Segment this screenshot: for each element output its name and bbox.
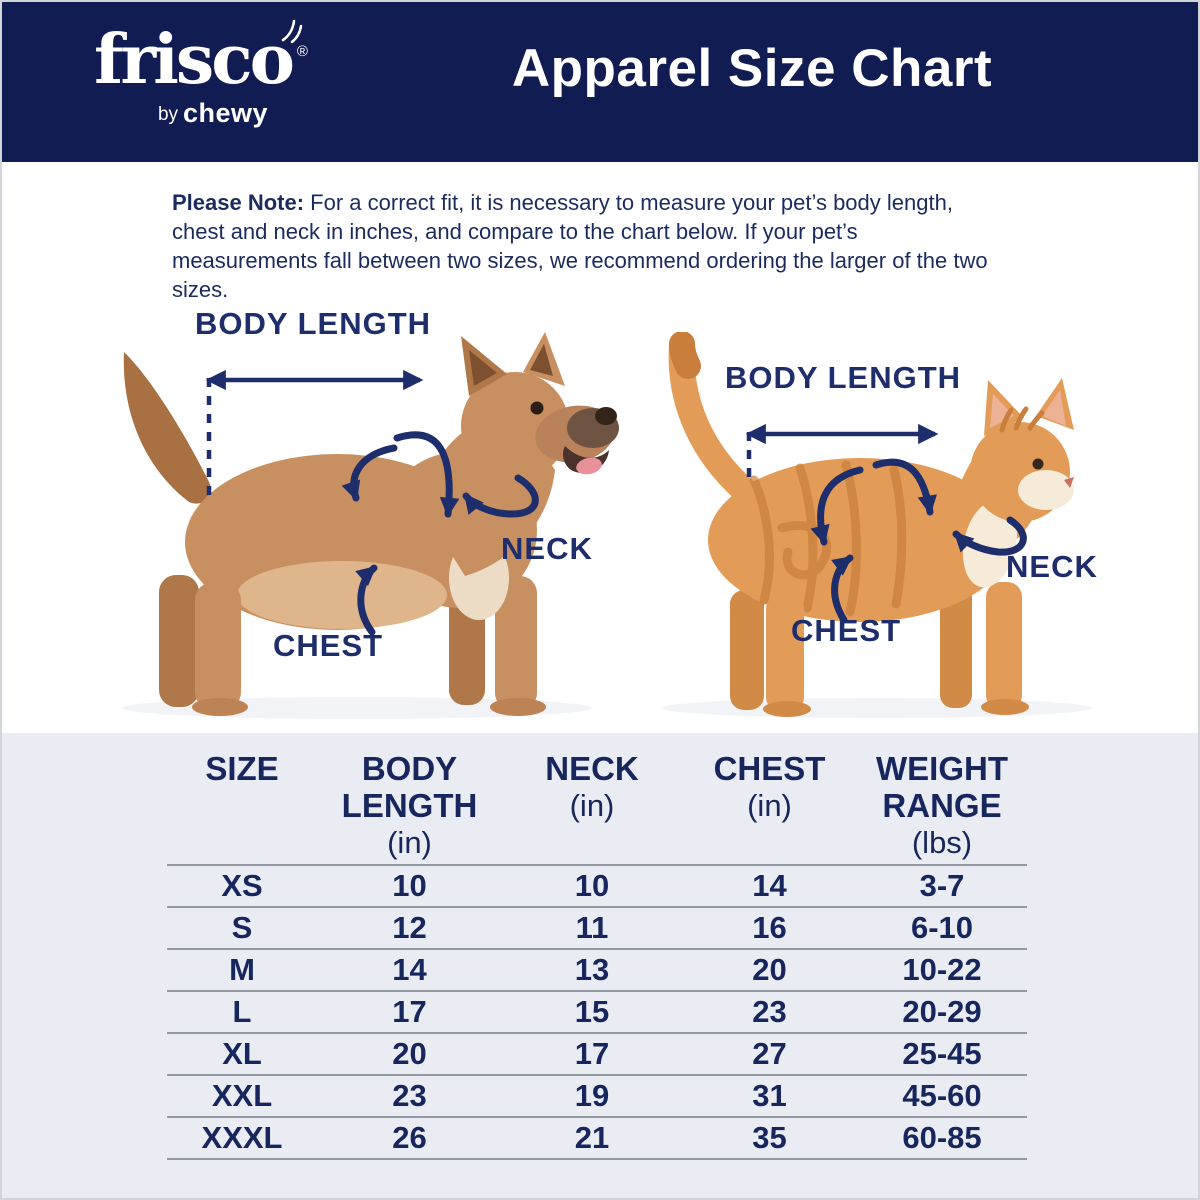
cell-body-length: 14: [392, 952, 427, 987]
frisco-wordmark: frisco ®: [94, 19, 308, 96]
chewy-wordmark: chewy: [183, 98, 269, 128]
cell-size: XXL: [211, 1078, 273, 1113]
cat-neck-loop-arrow: [952, 516, 1027, 556]
dog-neck-label: NECK: [501, 531, 593, 566]
note-paragraph: Please Note: For a correct fit, it is ne…: [172, 188, 1004, 304]
cell-weight: 3-7: [919, 868, 965, 903]
cell-chest: 23: [752, 994, 787, 1029]
frisco-brand-text: frisco: [94, 20, 295, 100]
column-header-size: SIZE: [205, 750, 279, 787]
cat-neck-curve-arrow: [872, 458, 937, 516]
page-title: Apparel Size Chart: [511, 39, 993, 98]
column-header-chest: CHEST (in): [713, 750, 826, 823]
cell-weight: 6-10: [910, 910, 974, 945]
note-label: Please Note:: [172, 190, 305, 215]
dog-eye: [530, 401, 544, 415]
cell-body-length: 23: [392, 1078, 427, 1113]
column-header-body-length: BODY LENGTH (in): [341, 750, 478, 860]
cell-chest: 16: [752, 910, 787, 945]
cell-body-length: 10: [392, 868, 427, 903]
dog-chest-curve-arrow: [355, 564, 378, 636]
cell-weight: 60-85: [902, 1120, 982, 1155]
cell-chest: 27: [752, 1036, 787, 1071]
table-row-xxl: XXL 23 19 31 45-60: [167, 1076, 1027, 1118]
cell-weight: 20-29: [902, 994, 982, 1029]
byline-by-text: by: [157, 104, 179, 125]
cell-neck: 21: [574, 1120, 610, 1155]
cell-size: XS: [221, 868, 263, 903]
cell-neck: 10: [574, 868, 610, 903]
frisco-logo: frisco ® by chewy: [68, 19, 318, 129]
chewy-byline: by chewy: [108, 98, 318, 129]
cell-neck: 19: [574, 1078, 610, 1113]
table-row-xxxl: XXXL 26 21 35 60-85: [167, 1118, 1027, 1160]
cell-body-length: 17: [392, 994, 427, 1029]
dog-nose: [595, 407, 617, 425]
dog-neck-loop-arrow: [462, 474, 539, 518]
dog-neck-curve-arrow: [393, 431, 460, 518]
cell-chest: 31: [752, 1078, 787, 1113]
cat-chest-curve-arrow: [831, 554, 854, 624]
dog-body-length-label: BODY LENGTH: [195, 306, 432, 341]
header-banner: frisco ® by chewy Apparel Size Chart: [2, 2, 1198, 162]
cell-size: M: [229, 952, 255, 987]
cat-nose: [1064, 477, 1074, 488]
cat-eye: [1032, 458, 1044, 470]
table-row-m: M 14 13 20 10-22: [167, 950, 1027, 992]
column-header-neck: NECK (in): [545, 750, 639, 823]
table-header-row: SIZE BODY LENGTH (in) NECK (in) CHEST: [167, 733, 1027, 866]
cell-weight: 10-22: [902, 952, 982, 987]
dog-illustration: [122, 332, 619, 719]
dog-chest-label: CHEST: [273, 628, 384, 663]
size-table-section: SIZE BODY LENGTH (in) NECK (in) CHEST: [2, 733, 1198, 1198]
column-header-weight-range: WEIGHT RANGE (lbs): [876, 750, 1008, 860]
cat-neck-label: NECK: [1006, 549, 1098, 584]
cat-chest-label: CHEST: [791, 613, 902, 648]
cell-body-length: 26: [392, 1120, 427, 1155]
table-row-s: S 12 11 16 6-10: [167, 908, 1027, 950]
cell-body-length: 20: [392, 1036, 427, 1071]
dog-head: [461, 372, 569, 480]
cell-size: XXXL: [201, 1120, 283, 1155]
cell-weight: 45-60: [902, 1078, 982, 1113]
cell-size: S: [231, 910, 253, 945]
cell-chest: 20: [752, 952, 787, 987]
cell-size: L: [232, 994, 252, 1029]
note-text: For a correct fit, it is necessary to me…: [172, 190, 988, 302]
cell-body-length: 12: [392, 910, 427, 945]
dog-tail: [123, 352, 211, 504]
cell-chest: 35: [752, 1120, 787, 1155]
measurement-annotations: [205, 369, 1027, 636]
cell-neck: 11: [575, 910, 609, 945]
table-row-xl: XL 20 17 27 25-45: [167, 1034, 1027, 1076]
table-row-l: L 17 15 23 20-29: [167, 992, 1027, 1034]
dog-neck-curve-arrow: [341, 444, 398, 502]
cell-neck: 17: [574, 1036, 610, 1071]
registered-mark: ®: [296, 43, 308, 60]
logo-tail-flick-icon: [281, 19, 303, 44]
table-row-xs: XS 10 10 14 3-7: [167, 866, 1027, 908]
cell-weight: 25-45: [902, 1036, 982, 1071]
cat-neck-curve-arrow: [810, 466, 864, 546]
cat-body-length-label: BODY LENGTH: [725, 360, 962, 395]
cell-size: XL: [222, 1036, 262, 1071]
cell-neck: 13: [574, 952, 610, 987]
cell-neck: 15: [574, 994, 610, 1029]
cell-chest: 14: [752, 868, 787, 903]
size-table: SIZE BODY LENGTH (in) NECK (in) CHEST: [167, 733, 1027, 1160]
measurement-diagram: BODY LENGTH NECK CHEST BODY LENGTH NECK …: [2, 162, 1198, 733]
